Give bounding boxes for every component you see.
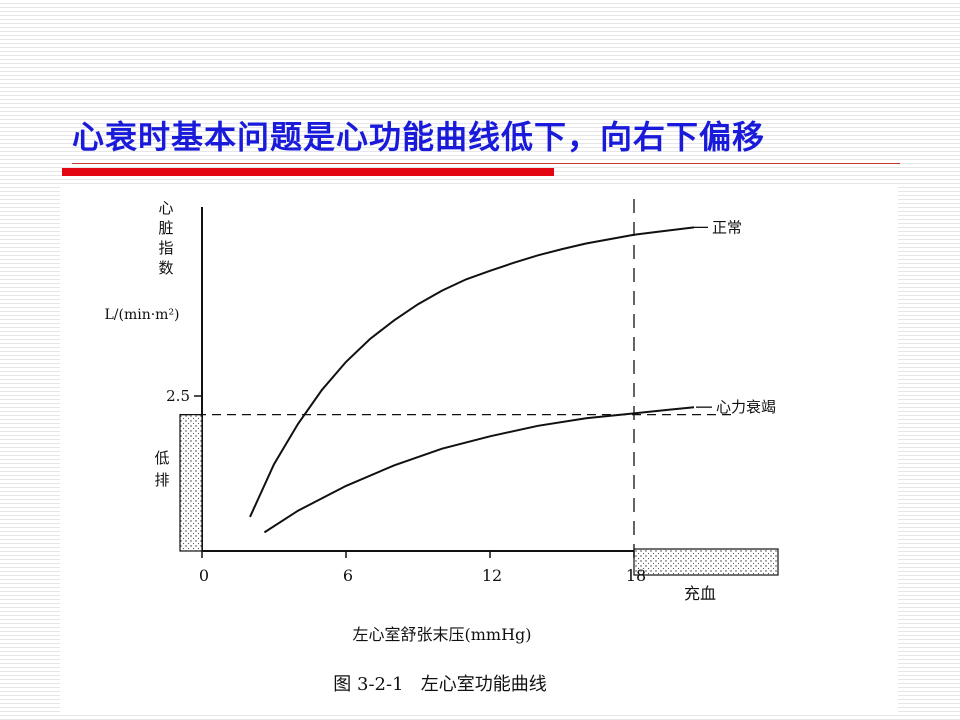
x-axis-label: 左心室舒张末压(mmHg) [352, 625, 531, 644]
x-tick-label: 0 [199, 566, 209, 585]
chart-figure: 正常 心力衰竭 2.5 0 6 12 18 心 脏 指 数 L/(min·m²)… [60, 185, 898, 715]
low-output-region [179, 414, 203, 552]
series-label-heart-failure: 心力衰竭 [716, 398, 776, 416]
series-label-normal: 正常 [712, 218, 742, 236]
slide-title: 心衰时基本问题是心功能曲线低下，向右下偏移 [72, 118, 766, 156]
y-axis-label-char: 指 [158, 239, 173, 257]
x-tick-label: 12 [482, 566, 502, 585]
y-axis-label-char: 脏 [158, 219, 173, 237]
y-tick-label: 2.5 [166, 387, 190, 405]
x-tick-label: 18 [626, 566, 646, 585]
title-underline-thin [72, 163, 900, 164]
low-output-label: 低排 [154, 449, 169, 489]
title-underline-accent [62, 168, 554, 176]
x-tick-label: 6 [343, 566, 353, 585]
series-line-heart-failure [263, 406, 695, 534]
series-line-normal [249, 226, 695, 518]
congestion-region [633, 548, 779, 576]
y-axis-unit: L/(min·m²) [104, 307, 179, 323]
y-axis-label-char: 心 [158, 199, 173, 217]
y-axis-label-char: 数 [158, 259, 173, 277]
figure-caption: 图 3-2-1 左心室功能曲线 [333, 674, 546, 695]
cardiac-function-chart: 正常 心力衰竭 2.5 0 6 12 18 心 脏 指 数 L/(min·m²)… [104, 199, 779, 695]
congestion-label: 充血 [684, 584, 716, 603]
